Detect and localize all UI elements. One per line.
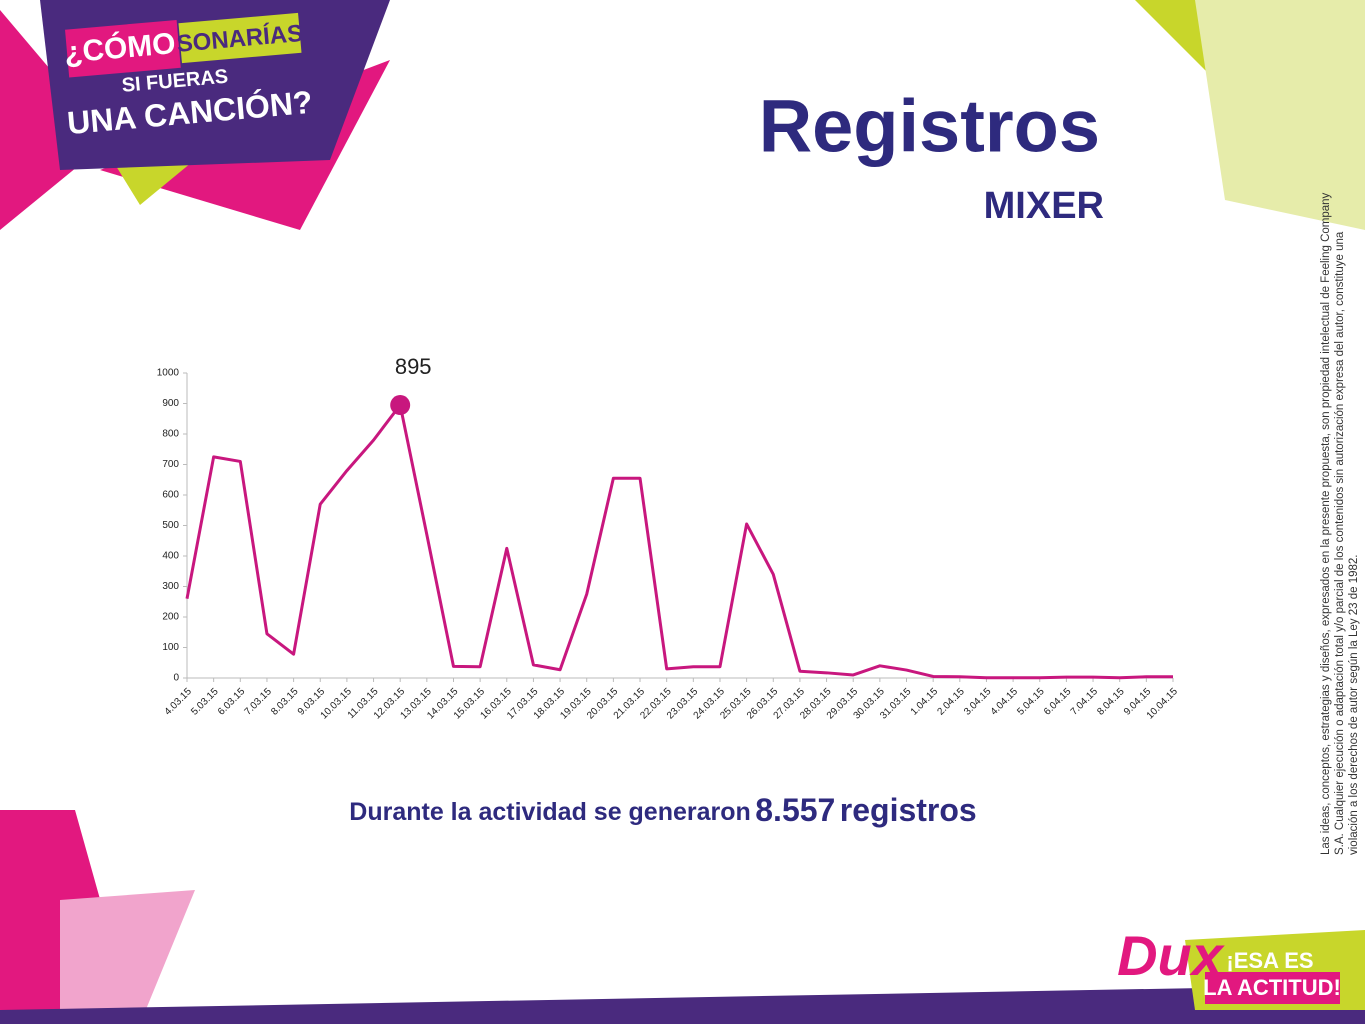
chart: 010020030040050060070080090010004.03.155… (157, 354, 1181, 722)
y-tick-label: 800 (162, 429, 179, 440)
deco-green-light (1195, 0, 1365, 230)
summary-count: 8.557 (755, 792, 835, 828)
x-tick-label: 7.03.15 (243, 686, 275, 718)
legal-text: Las ideas, conceptos, estrategias y dise… (1320, 192, 1332, 855)
y-tick-label: 1000 (157, 368, 180, 379)
x-tick-label: 7.04.15 (1069, 686, 1101, 718)
y-tick-label: 600 (162, 490, 179, 501)
legal-text: violación a los derechos de autor según … (1348, 555, 1360, 856)
subtitle: MIXER (984, 185, 1104, 227)
y-tick-label: 900 (162, 398, 179, 409)
x-tick-label: 8.03.15 (269, 686, 301, 718)
y-tick-label: 400 (162, 551, 179, 562)
deco-pink4 (60, 890, 195, 1024)
highlight-marker (390, 395, 411, 416)
brand-slogan: LA ACTITUD! (1203, 975, 1341, 1000)
x-tick-label: 1.04.15 (909, 686, 941, 718)
y-tick-label: 300 (162, 581, 179, 592)
y-tick-label: 200 (162, 612, 179, 623)
logo-box2 (178, 12, 302, 64)
brand-slogan: ¡ESA ES (1226, 948, 1313, 973)
y-tick-label: 500 (162, 520, 179, 531)
x-tick-label: 6.04.15 (1042, 686, 1074, 718)
summary-prefix: Durante la actividad se generaron (349, 798, 751, 826)
x-tick-label: 8.04.15 (1095, 686, 1127, 718)
x-tick-label: 5.03.15 (189, 686, 221, 718)
y-tick-label: 700 (162, 459, 179, 470)
line (185, 403, 1173, 680)
logo-box1 (65, 19, 181, 78)
x-tick-label: 6.03.15 (216, 686, 248, 718)
title: Registros (759, 85, 1100, 168)
x-tick-label: 4.04.15 (989, 686, 1021, 718)
x-tick-label: 4.03.15 (163, 686, 195, 718)
footer-band (0, 985, 1365, 1024)
x-tick-label: 5.04.15 (1015, 686, 1047, 718)
highlight-label: 895 (395, 354, 432, 379)
y-tick-label: 100 (162, 642, 179, 653)
legal-text: S.A. Cualquier ejecución o adaptación to… (1334, 231, 1346, 855)
slogan-box (1205, 972, 1340, 1004)
x-tick-label: 3.04.15 (962, 686, 994, 718)
summary-suffix: registros (840, 792, 977, 828)
summary: Durante la actividad se generaron 8.557 … (349, 792, 976, 828)
y-tick-label: 0 (173, 673, 179, 684)
x-tick-label: 2.04.15 (935, 686, 967, 718)
